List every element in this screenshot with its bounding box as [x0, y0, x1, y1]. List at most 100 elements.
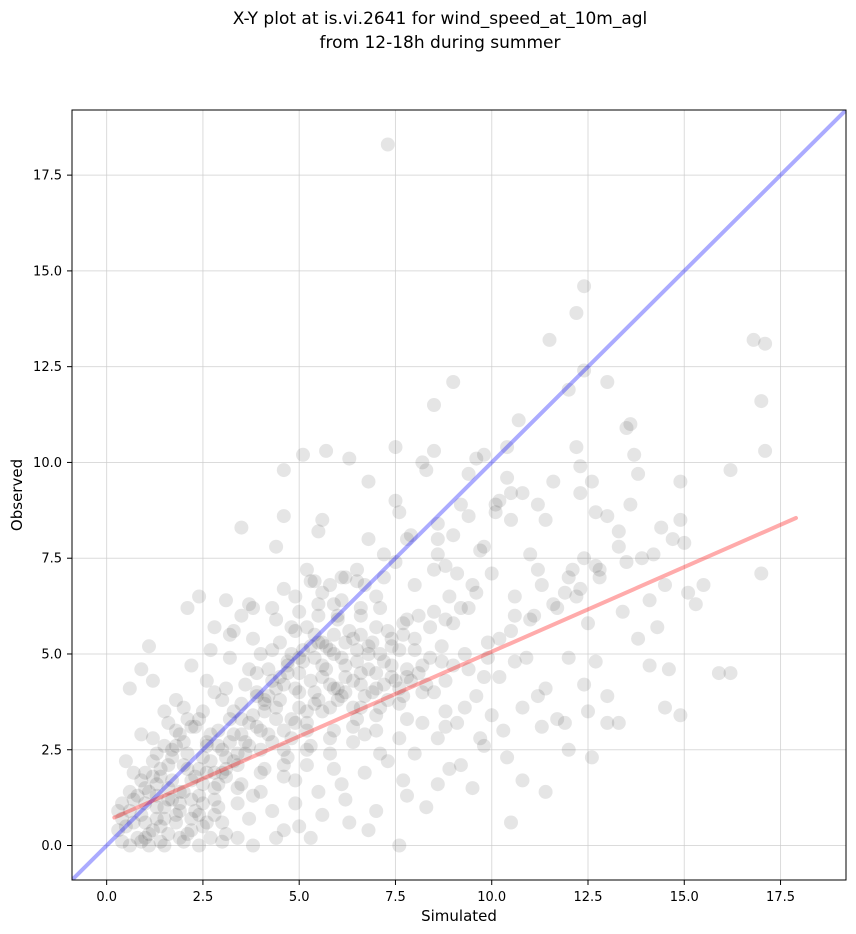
data-point	[199, 673, 214, 688]
data-point	[180, 712, 195, 727]
data-point	[488, 497, 503, 512]
data-point	[307, 627, 322, 642]
data-point	[284, 731, 299, 746]
data-point	[415, 455, 430, 470]
data-point	[115, 834, 130, 849]
data-point	[523, 547, 538, 562]
data-point	[226, 624, 241, 638]
data-point	[342, 815, 357, 830]
data-point	[219, 750, 233, 765]
data-point	[758, 336, 773, 351]
data-point	[161, 827, 176, 841]
data-point	[145, 673, 160, 688]
data-point	[515, 700, 530, 715]
data-point	[423, 620, 438, 635]
data-point	[165, 750, 180, 765]
data-point	[207, 685, 222, 700]
data-point	[400, 612, 414, 627]
data-point	[457, 647, 472, 661]
data-point	[400, 788, 414, 803]
data-point	[353, 677, 368, 692]
data-point	[453, 601, 468, 615]
data-point	[280, 666, 295, 681]
data-point	[195, 704, 210, 719]
data-point	[546, 474, 561, 489]
data-point	[407, 746, 422, 761]
data-point	[419, 677, 434, 692]
data-point	[369, 681, 384, 696]
data-point	[623, 417, 638, 432]
data-point	[195, 796, 210, 811]
data-point	[161, 792, 176, 807]
data-point	[453, 497, 468, 512]
data-point	[226, 704, 241, 719]
data-point	[415, 715, 430, 730]
data-point	[303, 738, 318, 753]
data-point	[311, 784, 326, 799]
data-point	[469, 451, 484, 466]
data-point	[627, 447, 642, 462]
data-point	[361, 532, 376, 547]
data-point	[507, 589, 522, 604]
data-point	[673, 512, 688, 527]
data-point	[411, 666, 426, 681]
data-point	[357, 765, 372, 780]
data-point	[192, 788, 207, 803]
x-tick-label: 10.0	[477, 890, 506, 905]
data-point	[188, 769, 203, 784]
data-point	[234, 777, 249, 792]
data-point	[149, 800, 164, 815]
data-point	[299, 715, 314, 730]
data-point	[134, 662, 149, 677]
data-point	[269, 700, 284, 715]
data-point	[430, 731, 445, 746]
data-point	[246, 631, 260, 646]
data-point	[480, 650, 495, 665]
data-point	[299, 723, 314, 738]
data-point	[234, 608, 249, 623]
data-point	[145, 731, 160, 746]
data-point	[492, 493, 507, 508]
data-point	[211, 738, 226, 753]
data-point	[276, 677, 291, 692]
data-point	[138, 765, 153, 780]
data-point	[350, 574, 364, 589]
data-point	[142, 639, 156, 654]
data-point	[334, 570, 349, 585]
data-point	[207, 765, 222, 780]
data-point	[373, 647, 388, 661]
data-point	[326, 723, 341, 738]
data-point	[342, 451, 357, 466]
data-point	[450, 566, 465, 581]
data-point	[222, 650, 237, 665]
data-point	[276, 758, 291, 773]
data-point	[134, 807, 149, 822]
data-point	[754, 566, 769, 581]
y-tick-label: 10.0	[33, 456, 62, 471]
data-point	[419, 800, 434, 815]
data-point	[361, 474, 376, 489]
data-point	[219, 593, 233, 608]
data-point	[111, 804, 126, 818]
data-point	[515, 773, 530, 788]
data-point	[184, 792, 199, 807]
data-point	[307, 650, 322, 665]
data-point	[427, 398, 441, 412]
data-point	[288, 796, 303, 811]
data-point	[161, 758, 176, 773]
data-point	[403, 673, 418, 688]
data-point	[199, 735, 214, 750]
data-point	[257, 693, 272, 707]
data-point	[403, 528, 418, 543]
data-point	[242, 662, 257, 677]
data-point	[138, 815, 153, 830]
data-point	[746, 332, 761, 347]
data-point	[253, 784, 268, 799]
data-point	[145, 823, 160, 838]
data-point	[380, 693, 395, 707]
y-tick-label: 5.0	[41, 647, 62, 662]
data-point	[142, 827, 156, 841]
data-point	[430, 547, 445, 562]
data-point	[573, 459, 588, 474]
